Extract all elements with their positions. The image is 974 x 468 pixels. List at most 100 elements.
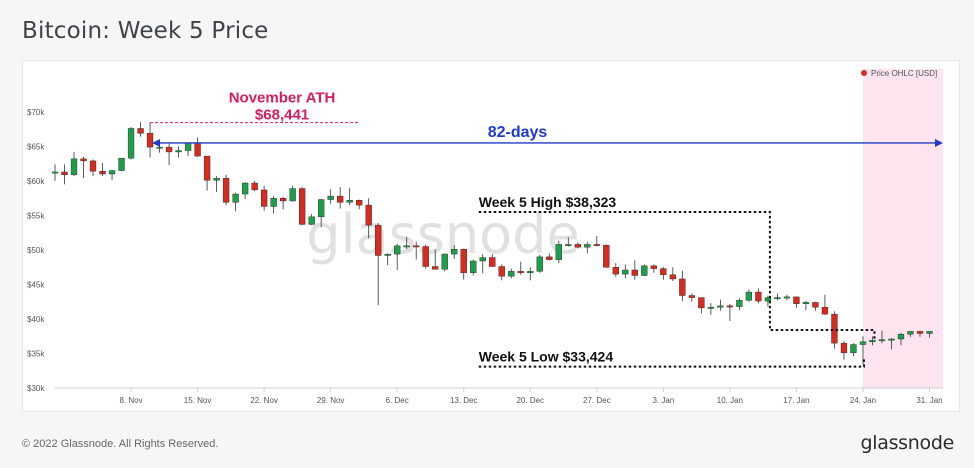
week5-low-label: Week 5 Low $33,424 <box>479 349 614 365</box>
candle-up <box>878 339 886 342</box>
candle-up <box>536 256 543 272</box>
candle-down <box>755 291 762 302</box>
days-arrow-head-left <box>152 138 161 147</box>
ath-value: $68,441 <box>255 107 309 124</box>
y-tick-label: $35k <box>27 349 45 358</box>
legend-dot <box>861 70 867 76</box>
candle-up <box>184 142 192 151</box>
candle-up <box>127 128 135 159</box>
candle-down <box>99 171 106 175</box>
candle-down <box>593 244 600 246</box>
candle-down <box>631 269 638 276</box>
candle-up <box>479 257 486 262</box>
candle-up <box>897 333 905 340</box>
candle-down <box>840 342 848 353</box>
candle-up <box>403 245 410 248</box>
candle-down <box>137 128 144 134</box>
candle-up <box>70 158 78 175</box>
candle-up <box>308 216 315 225</box>
candle-down <box>546 256 553 260</box>
copyright-text: © 2022 Glassnode. All Rights Reserved. <box>22 438 219 450</box>
x-tick-label: 15. Nov <box>184 396 212 405</box>
x-tick-label: 20. Dec <box>516 396 544 405</box>
candle-up <box>156 146 163 149</box>
candle-up <box>717 305 724 308</box>
candle-up <box>108 170 116 175</box>
candle-down <box>432 266 439 270</box>
candle-down <box>603 244 610 268</box>
candle-up <box>232 193 239 203</box>
candle-up <box>270 197 277 207</box>
glassnode-logo: glassnode <box>860 432 955 454</box>
candle-down <box>146 133 154 148</box>
candle-down <box>356 200 363 206</box>
candle-down <box>812 302 819 308</box>
week5-low-line <box>478 359 865 368</box>
candle-up <box>384 253 391 256</box>
candle-up <box>802 302 810 304</box>
candle-up <box>527 271 534 273</box>
candle-up <box>565 244 572 246</box>
candle-down <box>793 296 800 304</box>
x-tick-label: 3. Jan <box>652 396 674 405</box>
candle-down <box>251 182 258 191</box>
candle-down <box>498 266 505 277</box>
candle-down <box>916 331 924 334</box>
candle-down <box>698 297 705 309</box>
candle-down <box>260 189 268 207</box>
candle-up <box>451 249 458 255</box>
candle-up <box>764 297 772 302</box>
candle-up <box>327 195 334 200</box>
candle-down <box>298 188 306 225</box>
x-tick-label: 24. Jan <box>850 396 876 405</box>
x-tick-label: 6. Dec <box>386 396 409 405</box>
candle-up <box>318 199 325 218</box>
candles-group <box>51 122 933 365</box>
y-axis: $30k $35k $40k $45k $50k $55k $60k $65k $70k <box>27 108 45 393</box>
candle-up <box>736 300 743 307</box>
candle-down <box>375 224 382 256</box>
y-tick-label: $65k <box>27 142 45 151</box>
x-tick-label: 10. Jan <box>717 396 743 405</box>
candle-down <box>165 146 173 153</box>
candle-up <box>118 157 125 171</box>
candle-up <box>175 150 182 153</box>
candle-down <box>194 142 201 157</box>
candle-down <box>365 204 372 226</box>
candle-down <box>517 271 524 273</box>
candle-up <box>783 296 791 299</box>
x-tick-label: 13. Dec <box>450 396 478 405</box>
candle-up <box>850 344 857 353</box>
candle-down <box>612 267 619 275</box>
candle-up <box>907 331 914 335</box>
candle-down <box>203 155 211 181</box>
candle-down <box>222 177 230 203</box>
candle-up <box>707 307 715 309</box>
candle-down <box>660 268 667 275</box>
candle-down <box>413 245 420 248</box>
x-tick-label: 31. Jan <box>916 396 942 405</box>
y-tick-label: $70k <box>27 108 45 117</box>
candle-up <box>774 297 781 299</box>
y-tick-label: $60k <box>27 177 45 186</box>
chart-panel: glassnode $30k $35k $40k $45k $50k $55k $60k $6… <box>22 60 960 412</box>
annotations-group: November ATH$68,441 82-days Week 5 High $3… <box>150 90 943 368</box>
candle-down <box>279 197 287 202</box>
candle-up <box>584 244 591 248</box>
candle-up <box>926 331 933 334</box>
candle-down <box>574 244 581 248</box>
days-label: 82-days <box>488 124 548 141</box>
candle-up <box>289 188 296 202</box>
ath-title: November ATH <box>229 90 336 107</box>
x-axis: 8. Nov 15. Nov 22. Nov 29. Nov 6. Dec 13. Dec… <box>55 387 943 405</box>
candle-down <box>726 305 734 308</box>
candle-up <box>441 253 448 270</box>
legend: Price OHLC [USD] <box>861 69 937 78</box>
candle-up <box>241 182 249 195</box>
candle-down <box>422 246 429 267</box>
candle-up <box>745 291 753 301</box>
days-arrow-head-right <box>935 138 943 147</box>
candle-up <box>394 245 401 255</box>
x-tick-label: 8. Nov <box>119 396 142 405</box>
candle-up <box>622 269 629 275</box>
